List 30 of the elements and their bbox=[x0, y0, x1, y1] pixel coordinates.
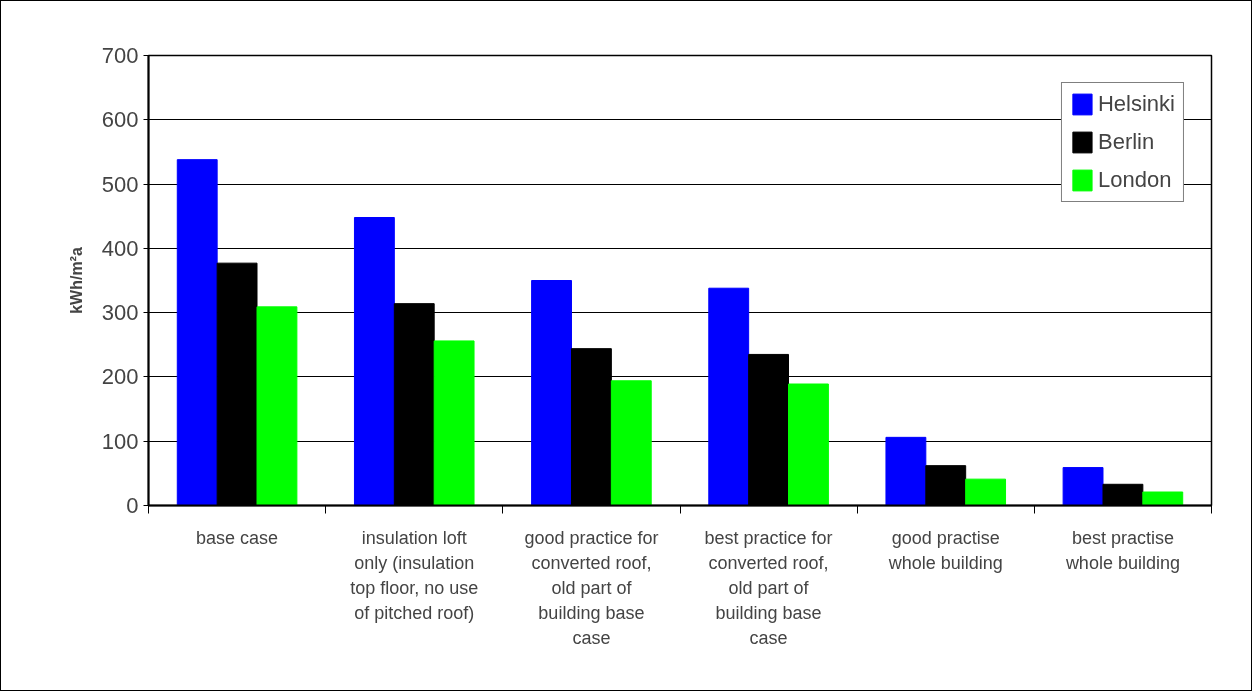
bar bbox=[965, 478, 1007, 506]
bar bbox=[1062, 467, 1104, 506]
y-tick-label: 0 bbox=[126, 493, 139, 518]
bar bbox=[1142, 491, 1184, 506]
bar bbox=[256, 306, 298, 506]
bar bbox=[176, 159, 218, 506]
bar bbox=[610, 380, 652, 506]
y-tick-label: 400 bbox=[101, 235, 139, 261]
y-tick-label: 300 bbox=[101, 300, 139, 326]
bar bbox=[885, 436, 927, 506]
x-tick-label: insulation loft only (insulation top floor, no use of pitched roof) bbox=[350, 527, 479, 623]
legend-label: Berlin bbox=[1097, 129, 1155, 155]
bar bbox=[708, 287, 750, 506]
y-tick-label: 700 bbox=[101, 43, 139, 68]
y-tick-label: 200 bbox=[101, 364, 139, 390]
x-tick-label: best practice for converted roof, old part of building base case bbox=[704, 527, 833, 648]
x-tick-label: good practise whole building bbox=[887, 527, 1003, 573]
x-tick-label: best practise whole building bbox=[1064, 527, 1180, 573]
bar bbox=[788, 383, 829, 506]
x-tick-label: good practice for converted roof, old part of building base case bbox=[524, 527, 659, 648]
y-tick-label: 500 bbox=[101, 171, 139, 197]
y-axis-title: kWh/m²a bbox=[67, 247, 85, 314]
y-tick-label: 600 bbox=[101, 107, 139, 133]
x-tick-label: base case bbox=[196, 527, 279, 548]
legend-label: London bbox=[1097, 167, 1172, 193]
legend-label: Helsinki bbox=[1097, 91, 1175, 117]
y-tick-label: 100 bbox=[101, 428, 139, 454]
bar bbox=[433, 340, 475, 506]
bar bbox=[353, 217, 395, 506]
bar bbox=[531, 280, 572, 506]
